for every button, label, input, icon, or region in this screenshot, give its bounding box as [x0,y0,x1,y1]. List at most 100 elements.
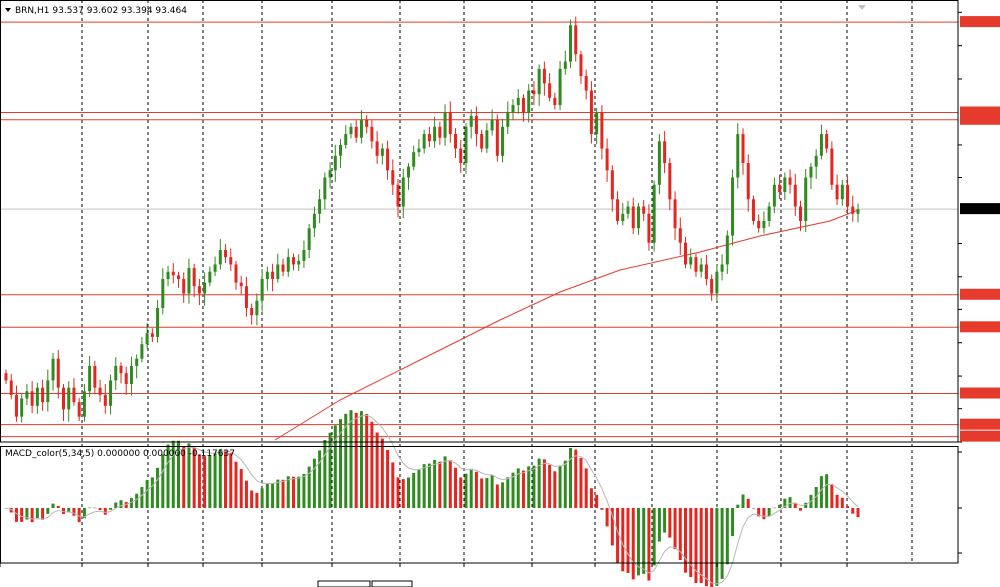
macd-bar [354,412,358,508]
symbol-menu-triangle-icon[interactable] [5,8,11,12]
macd-bar [501,482,505,508]
candle-body [359,119,363,138]
candle-body [318,199,322,214]
candle-body [527,90,531,113]
candle-body [469,115,473,127]
macd-bar [480,478,484,508]
macd-bar [93,507,97,509]
macd-bar [574,449,578,508]
candle-body [746,163,750,200]
macd-bar [192,448,196,508]
candle-body [140,344,144,359]
macd-bar [485,478,489,508]
candle-body [98,387,102,395]
macd-bar [725,508,729,565]
candle-body [114,365,118,381]
macd-bar [307,466,311,508]
macd-bar [647,508,651,581]
candle-body [51,358,55,381]
macd-bar [349,410,353,508]
macd-bar [652,508,656,566]
macd-bar [490,475,494,508]
macd-bar [103,508,107,515]
level-label-box [960,16,1000,28]
candle-body [542,68,546,84]
candle-body [150,333,154,337]
candle-body [145,333,149,345]
candle-body [56,358,60,388]
candle-body [396,184,400,207]
candle-body [422,134,426,149]
macd-bar [56,505,60,508]
candle-body [176,275,180,279]
macd-bar [213,453,217,508]
macd-bar [459,477,463,508]
macd-bar [171,440,175,508]
macd-bar [286,476,290,508]
candle-body [846,184,850,207]
candle-body [412,152,416,167]
candle-body [255,300,259,316]
macd-bar [579,457,583,508]
candle-body [339,144,343,156]
candle-body [490,119,494,131]
time-scroll-box [317,580,371,587]
macd-bar [741,494,745,508]
macd-bar [506,477,510,508]
candle-body [302,249,306,261]
macd-bar [454,467,458,508]
macd-bar [339,419,343,508]
candle-body [506,112,510,127]
macd-bar [464,473,468,508]
macd-bar [433,459,437,508]
chart-shift-triangle-icon[interactable] [858,5,866,10]
candle-body [234,264,238,283]
macd-bar [61,508,65,515]
candle-body [657,141,661,185]
candle-body [736,134,740,178]
macd-bar [114,502,118,508]
macd-bar [678,508,682,561]
candle-body [642,206,646,214]
macd-bar [391,462,395,508]
candle-body [354,126,358,138]
candle-body [61,387,65,410]
candle-body [783,177,787,193]
candle-body [286,257,290,272]
signal-line [5,414,859,585]
macd-bar [150,477,154,508]
candle-body [156,307,160,337]
macd-bar [333,425,337,508]
candle-body [365,119,369,127]
candle-body [621,213,625,221]
candle-body [495,119,499,156]
candle-body [548,83,552,98]
macd-bar [448,460,452,508]
candle-body [119,365,123,374]
candle-body [704,264,708,279]
macd-panel-border [0,446,959,564]
candle-body [678,228,682,243]
macd-bar [176,440,180,508]
macd-bar [20,508,24,522]
candle-body [380,148,384,156]
macd-bar [271,483,275,508]
macd-bar [830,484,834,508]
candle-body [271,271,275,279]
horizontal-levels[interactable] [0,21,958,438]
candle-body [762,221,766,229]
candle-body [276,264,280,279]
moving-average-line [274,209,859,441]
macd-bar [443,456,447,508]
macd-bar [495,484,499,508]
candle-body [88,365,92,392]
candle-body [333,155,337,171]
macd-bar [548,464,552,508]
macd-bar [365,413,369,508]
macd-bar [46,508,50,514]
candle-body [511,105,515,113]
candle-body [72,387,76,403]
candle-body [819,134,823,156]
macd-bar [746,498,750,508]
